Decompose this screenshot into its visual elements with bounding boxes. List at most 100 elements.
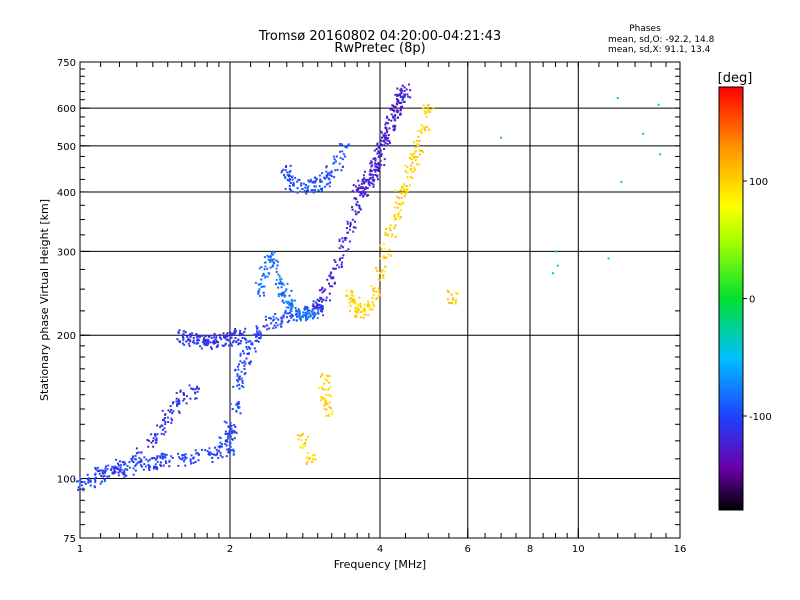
data-point: [111, 472, 114, 475]
data-point: [182, 399, 185, 402]
data-point: [170, 417, 173, 420]
data-point: [210, 346, 213, 349]
data-point: [197, 459, 200, 462]
data-point: [420, 149, 423, 152]
data-point: [405, 184, 408, 187]
data-point: [281, 170, 284, 173]
data-point: [398, 197, 401, 200]
data-point: [244, 327, 247, 330]
data-point: [185, 340, 188, 343]
data-point: [399, 209, 402, 212]
data-point: [448, 302, 451, 305]
data-point: [620, 180, 623, 183]
data-point: [279, 282, 282, 285]
data-point: [286, 282, 289, 285]
series-points: [73, 420, 237, 492]
data-point: [371, 178, 374, 181]
data-point: [400, 87, 403, 90]
data-point: [319, 180, 322, 183]
data-point: [296, 315, 299, 318]
data-point: [381, 131, 384, 134]
data-point: [123, 461, 126, 464]
data-point: [271, 260, 274, 263]
data-point: [338, 266, 341, 269]
data-point: [201, 340, 204, 343]
data-point: [354, 315, 357, 318]
data-point: [393, 129, 396, 132]
data-point: [146, 438, 149, 441]
data-point: [328, 401, 331, 404]
data-point: [216, 451, 219, 454]
data-point: [412, 155, 415, 158]
data-point: [336, 264, 339, 267]
data-point: [192, 339, 195, 342]
data-point: [388, 227, 391, 230]
data-point: [179, 390, 182, 393]
data-point: [332, 267, 335, 270]
data-point: [401, 105, 404, 108]
data-point: [312, 316, 315, 319]
data-point: [190, 462, 193, 465]
data-point: [225, 421, 228, 424]
data-point: [164, 430, 167, 433]
data-point: [230, 432, 233, 435]
data-point: [289, 303, 292, 306]
data-point: [163, 417, 166, 420]
data-point: [291, 314, 294, 317]
data-point: [382, 275, 385, 278]
data-point: [255, 339, 258, 342]
data-point: [206, 341, 209, 344]
data-point: [161, 424, 164, 427]
data-point: [273, 324, 276, 327]
data-point: [164, 456, 167, 459]
data-point: [349, 309, 352, 312]
data-point: [306, 317, 309, 320]
data-point: [215, 336, 218, 339]
data-point: [228, 450, 231, 453]
data-point: [325, 379, 328, 382]
data-point: [227, 451, 230, 454]
data-point: [389, 254, 392, 257]
data-point: [277, 295, 280, 298]
data-point: [351, 205, 354, 208]
data-point: [304, 444, 307, 447]
data-point: [269, 259, 272, 262]
data-point: [185, 456, 188, 459]
data-point: [323, 185, 326, 188]
data-point: [364, 313, 367, 316]
data-point: [372, 176, 375, 179]
data-point: [124, 468, 127, 471]
data-point: [272, 319, 275, 322]
data-point: [167, 409, 170, 412]
data-point: [360, 193, 363, 196]
data-point: [346, 231, 349, 234]
data-point: [377, 178, 380, 181]
data-point: [327, 413, 330, 416]
data-point: [122, 463, 125, 466]
data-point: [196, 339, 199, 342]
data-point: [394, 106, 397, 109]
data-point: [139, 458, 142, 461]
data-point: [145, 458, 148, 461]
data-point: [554, 250, 557, 253]
data-point: [128, 466, 131, 469]
data-point: [177, 401, 180, 404]
data-point: [241, 333, 244, 336]
data-point: [264, 261, 267, 264]
data-point: [330, 170, 333, 173]
data-point: [271, 265, 274, 268]
data-point: [151, 439, 154, 442]
data-point: [318, 289, 321, 292]
phases-o-line: mean, sd,O: -92.2, 14.8: [608, 35, 715, 45]
data-point: [110, 468, 113, 471]
data-point: [372, 293, 375, 296]
data-point: [194, 397, 197, 400]
data-point: [195, 333, 198, 336]
data-point: [257, 340, 260, 343]
data-point: [298, 313, 301, 316]
data-point: [312, 300, 315, 303]
data-point: [314, 180, 317, 183]
data-point: [87, 477, 90, 480]
data-point: [393, 109, 396, 112]
data-point: [241, 381, 244, 384]
